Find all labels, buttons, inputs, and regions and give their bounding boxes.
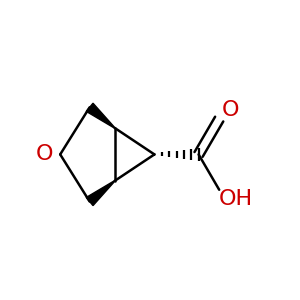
Polygon shape xyxy=(86,181,115,206)
Polygon shape xyxy=(86,103,115,128)
Text: OH: OH xyxy=(218,189,253,208)
Text: O: O xyxy=(222,100,240,120)
Text: O: O xyxy=(35,144,53,164)
